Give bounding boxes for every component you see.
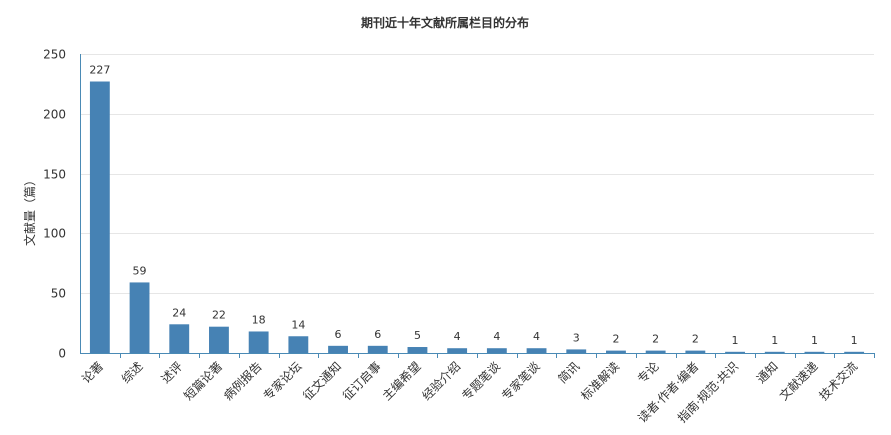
y-axis-ticks: 0 50 100 150 200 250 — [43, 48, 66, 361]
x-tick-label: 专题笔谈 — [458, 359, 503, 404]
bar — [486, 348, 507, 353]
bar-value-label: 6 — [335, 328, 342, 341]
bar-value-label: 18 — [252, 313, 266, 326]
bar-value-label: 1 — [732, 334, 739, 347]
bar — [367, 345, 388, 353]
bar-value-label: 5 — [414, 329, 421, 342]
bar-value-label: 22 — [212, 309, 226, 322]
bar-value-label: 2 — [612, 333, 619, 346]
x-tick-label: 主编希望 — [379, 359, 424, 404]
y-tick-label: 100 — [43, 227, 66, 241]
x-tick-label: 专论 — [634, 359, 662, 387]
bar — [844, 351, 865, 353]
x-tick-label: 病例报告 — [220, 359, 265, 404]
bar-value-label: 4 — [533, 330, 540, 343]
bar — [89, 81, 110, 354]
x-tick-label: 专家笔谈 — [498, 359, 543, 404]
y-tick-label: 50 — [51, 287, 66, 301]
x-tick-label: 述评 — [158, 359, 185, 386]
bar — [685, 350, 706, 353]
x-tick-label: 经验介绍 — [419, 359, 464, 404]
x-tick-label: 征文通知 — [300, 359, 345, 404]
bar-value-label: 3 — [573, 331, 580, 344]
bar-value-label: 1 — [771, 334, 778, 347]
bar — [566, 349, 587, 353]
x-tick-label: 专家论坛 — [260, 359, 305, 404]
x-tick-label: 征订启事 — [340, 359, 384, 403]
bar — [288, 336, 309, 353]
y-tick-label: 200 — [43, 108, 66, 122]
bar-value-label: 6 — [374, 328, 381, 341]
bar — [447, 348, 468, 353]
bar-value-label: 4 — [493, 330, 500, 343]
axes — [80, 54, 874, 354]
bar-value-label: 2 — [692, 333, 699, 346]
bars — [89, 81, 865, 354]
bar — [804, 351, 825, 353]
bar — [209, 326, 229, 353]
bar-value-label: 24 — [172, 306, 186, 319]
bar-value-label: 2 — [652, 333, 659, 346]
x-tick-label: 简讯 — [555, 359, 582, 386]
bar — [645, 350, 666, 353]
bar-value-label: 59 — [133, 264, 147, 277]
bar-value-label: 1 — [811, 334, 818, 347]
bar-value-label: 1 — [851, 334, 858, 347]
x-tick-label: 通知 — [754, 359, 781, 386]
bar-value-label: 227 — [89, 64, 110, 77]
x-tick-label: 综述 — [119, 359, 146, 386]
y-tick-label: 0 — [58, 347, 66, 361]
y-tick-label: 150 — [43, 168, 66, 182]
bar — [407, 347, 428, 353]
grid-lines — [80, 54, 874, 294]
y-tick-label: 250 — [43, 48, 66, 62]
bar-value-label: 14 — [291, 318, 305, 331]
y-axis-label: 文献量（篇） — [22, 174, 37, 246]
x-tick-label: 短篇论著 — [181, 359, 226, 404]
x-tick-label: 标准解读 — [578, 359, 622, 403]
bar-value-label: 4 — [454, 330, 461, 343]
bar — [328, 345, 348, 353]
bar — [725, 351, 745, 353]
bar — [169, 324, 190, 353]
chart-title: 期刊近十年文献所属栏目的分布 — [361, 15, 529, 30]
x-tick-label: 文献速递 — [776, 359, 821, 404]
bar — [606, 350, 626, 353]
x-tick-label: 论著 — [79, 359, 106, 386]
bar — [526, 348, 547, 353]
bar — [248, 331, 269, 353]
x-tick-label: 技术交流 — [816, 359, 861, 404]
bar — [129, 282, 150, 353]
bar — [764, 351, 785, 353]
x-axis-ticks: 论著 综述 述评短篇论著病例报告专家论坛征文通知征订启事主编希望经验介绍专题笔谈专家… — [79, 353, 875, 425]
